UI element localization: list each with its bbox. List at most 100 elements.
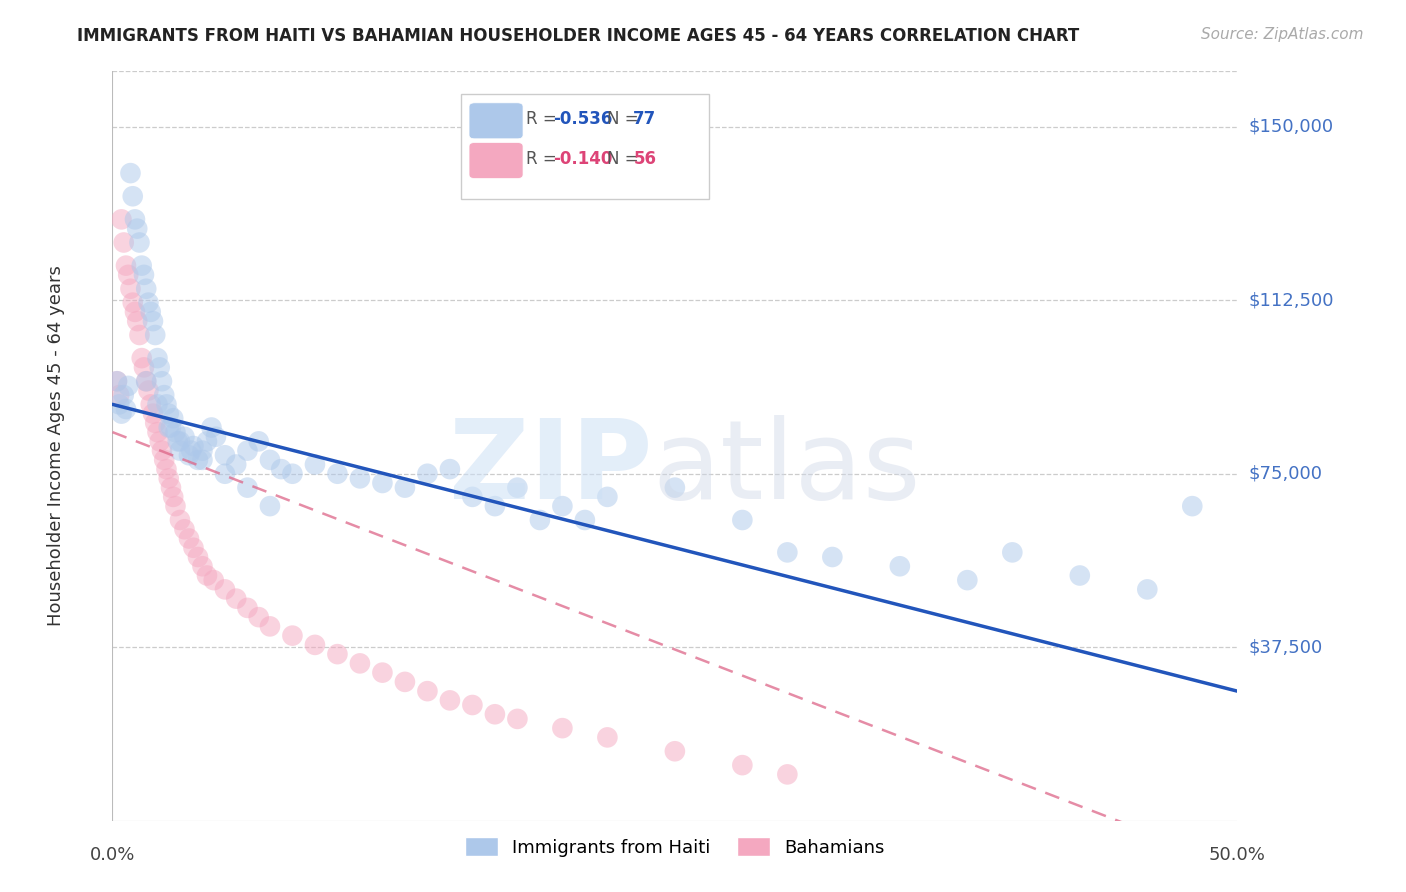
Point [236,481,259,495]
Text: $112,500: $112,500 [1249,292,1334,310]
Point [132,360,155,375]
Point [205,430,228,444]
Point [281,467,304,481]
Point [165,425,187,439]
Point [105,374,128,388]
Point [138,384,160,398]
Text: 50.0%: 50.0% [1209,846,1265,863]
Point [108,388,131,402]
Point [150,443,173,458]
Point [157,407,180,421]
Point [956,573,979,587]
Point [110,212,132,227]
FancyBboxPatch shape [470,103,523,139]
Point [187,453,209,467]
Point [117,379,139,393]
Point [112,388,135,402]
Point [270,462,292,476]
Point [165,499,187,513]
Point [202,573,225,587]
Text: atlas: atlas [652,415,921,522]
Point [214,448,236,462]
Point [664,744,686,758]
Point [506,481,529,495]
Point [139,397,162,411]
Point [416,684,439,698]
Point [326,647,349,661]
Point [1069,568,1091,582]
Text: Householder Income Ages 45 - 64 years: Householder Income Ages 45 - 64 years [48,266,65,626]
Point [596,490,619,504]
Point [157,420,180,434]
Point [484,707,506,722]
Point [551,499,574,513]
Point [142,314,165,328]
Point [160,420,183,434]
Point [110,407,132,421]
Point [131,259,153,273]
Text: N =: N = [607,150,644,168]
Point [1136,582,1159,597]
Point [162,411,184,425]
Text: IMMIGRANTS FROM HAITI VS BAHAMIAN HOUSEHOLDER INCOME AGES 45 - 64 YEARS CORRELAT: IMMIGRANTS FROM HAITI VS BAHAMIAN HOUSEH… [77,27,1080,45]
Point [157,471,180,485]
Point [439,462,461,476]
Point [155,462,177,476]
Point [247,610,270,624]
Point [461,490,484,504]
Point [214,582,236,597]
Point [484,499,506,513]
Point [127,314,149,328]
Point [821,549,844,564]
Point [889,559,911,574]
Point [349,657,371,671]
Point [135,374,157,388]
Point [304,458,326,472]
FancyBboxPatch shape [461,94,709,199]
Point [371,665,394,680]
Point [304,638,326,652]
Point [183,541,205,555]
Point [108,397,131,411]
Point [143,416,166,430]
Point [173,522,195,536]
Point [124,305,146,319]
Point [183,439,205,453]
Point [664,481,686,495]
Text: N =: N = [607,111,644,128]
Text: R =: R = [526,111,562,128]
Point [225,591,247,606]
Point [259,619,281,633]
Point [149,434,172,449]
Text: -0.536: -0.536 [554,111,613,128]
Point [166,434,188,449]
Point [529,513,551,527]
Point [115,259,138,273]
Point [225,458,247,472]
Point [146,351,169,365]
Point [121,189,143,203]
Point [195,568,218,582]
Point [121,295,143,310]
Point [416,467,439,481]
Point [128,235,150,250]
Point [153,453,176,467]
Point [120,282,142,296]
Point [150,374,173,388]
Point [131,351,153,365]
Point [115,402,138,417]
Text: R =: R = [526,150,562,168]
Point [139,305,162,319]
Point [138,295,160,310]
Text: 0.0%: 0.0% [90,846,135,863]
Point [247,434,270,449]
Point [177,532,200,546]
Point [574,513,596,527]
Point [236,600,259,615]
Point [259,453,281,467]
Point [349,471,371,485]
FancyBboxPatch shape [470,143,523,178]
Text: 56: 56 [633,150,657,168]
Point [120,166,142,180]
Point [112,235,135,250]
